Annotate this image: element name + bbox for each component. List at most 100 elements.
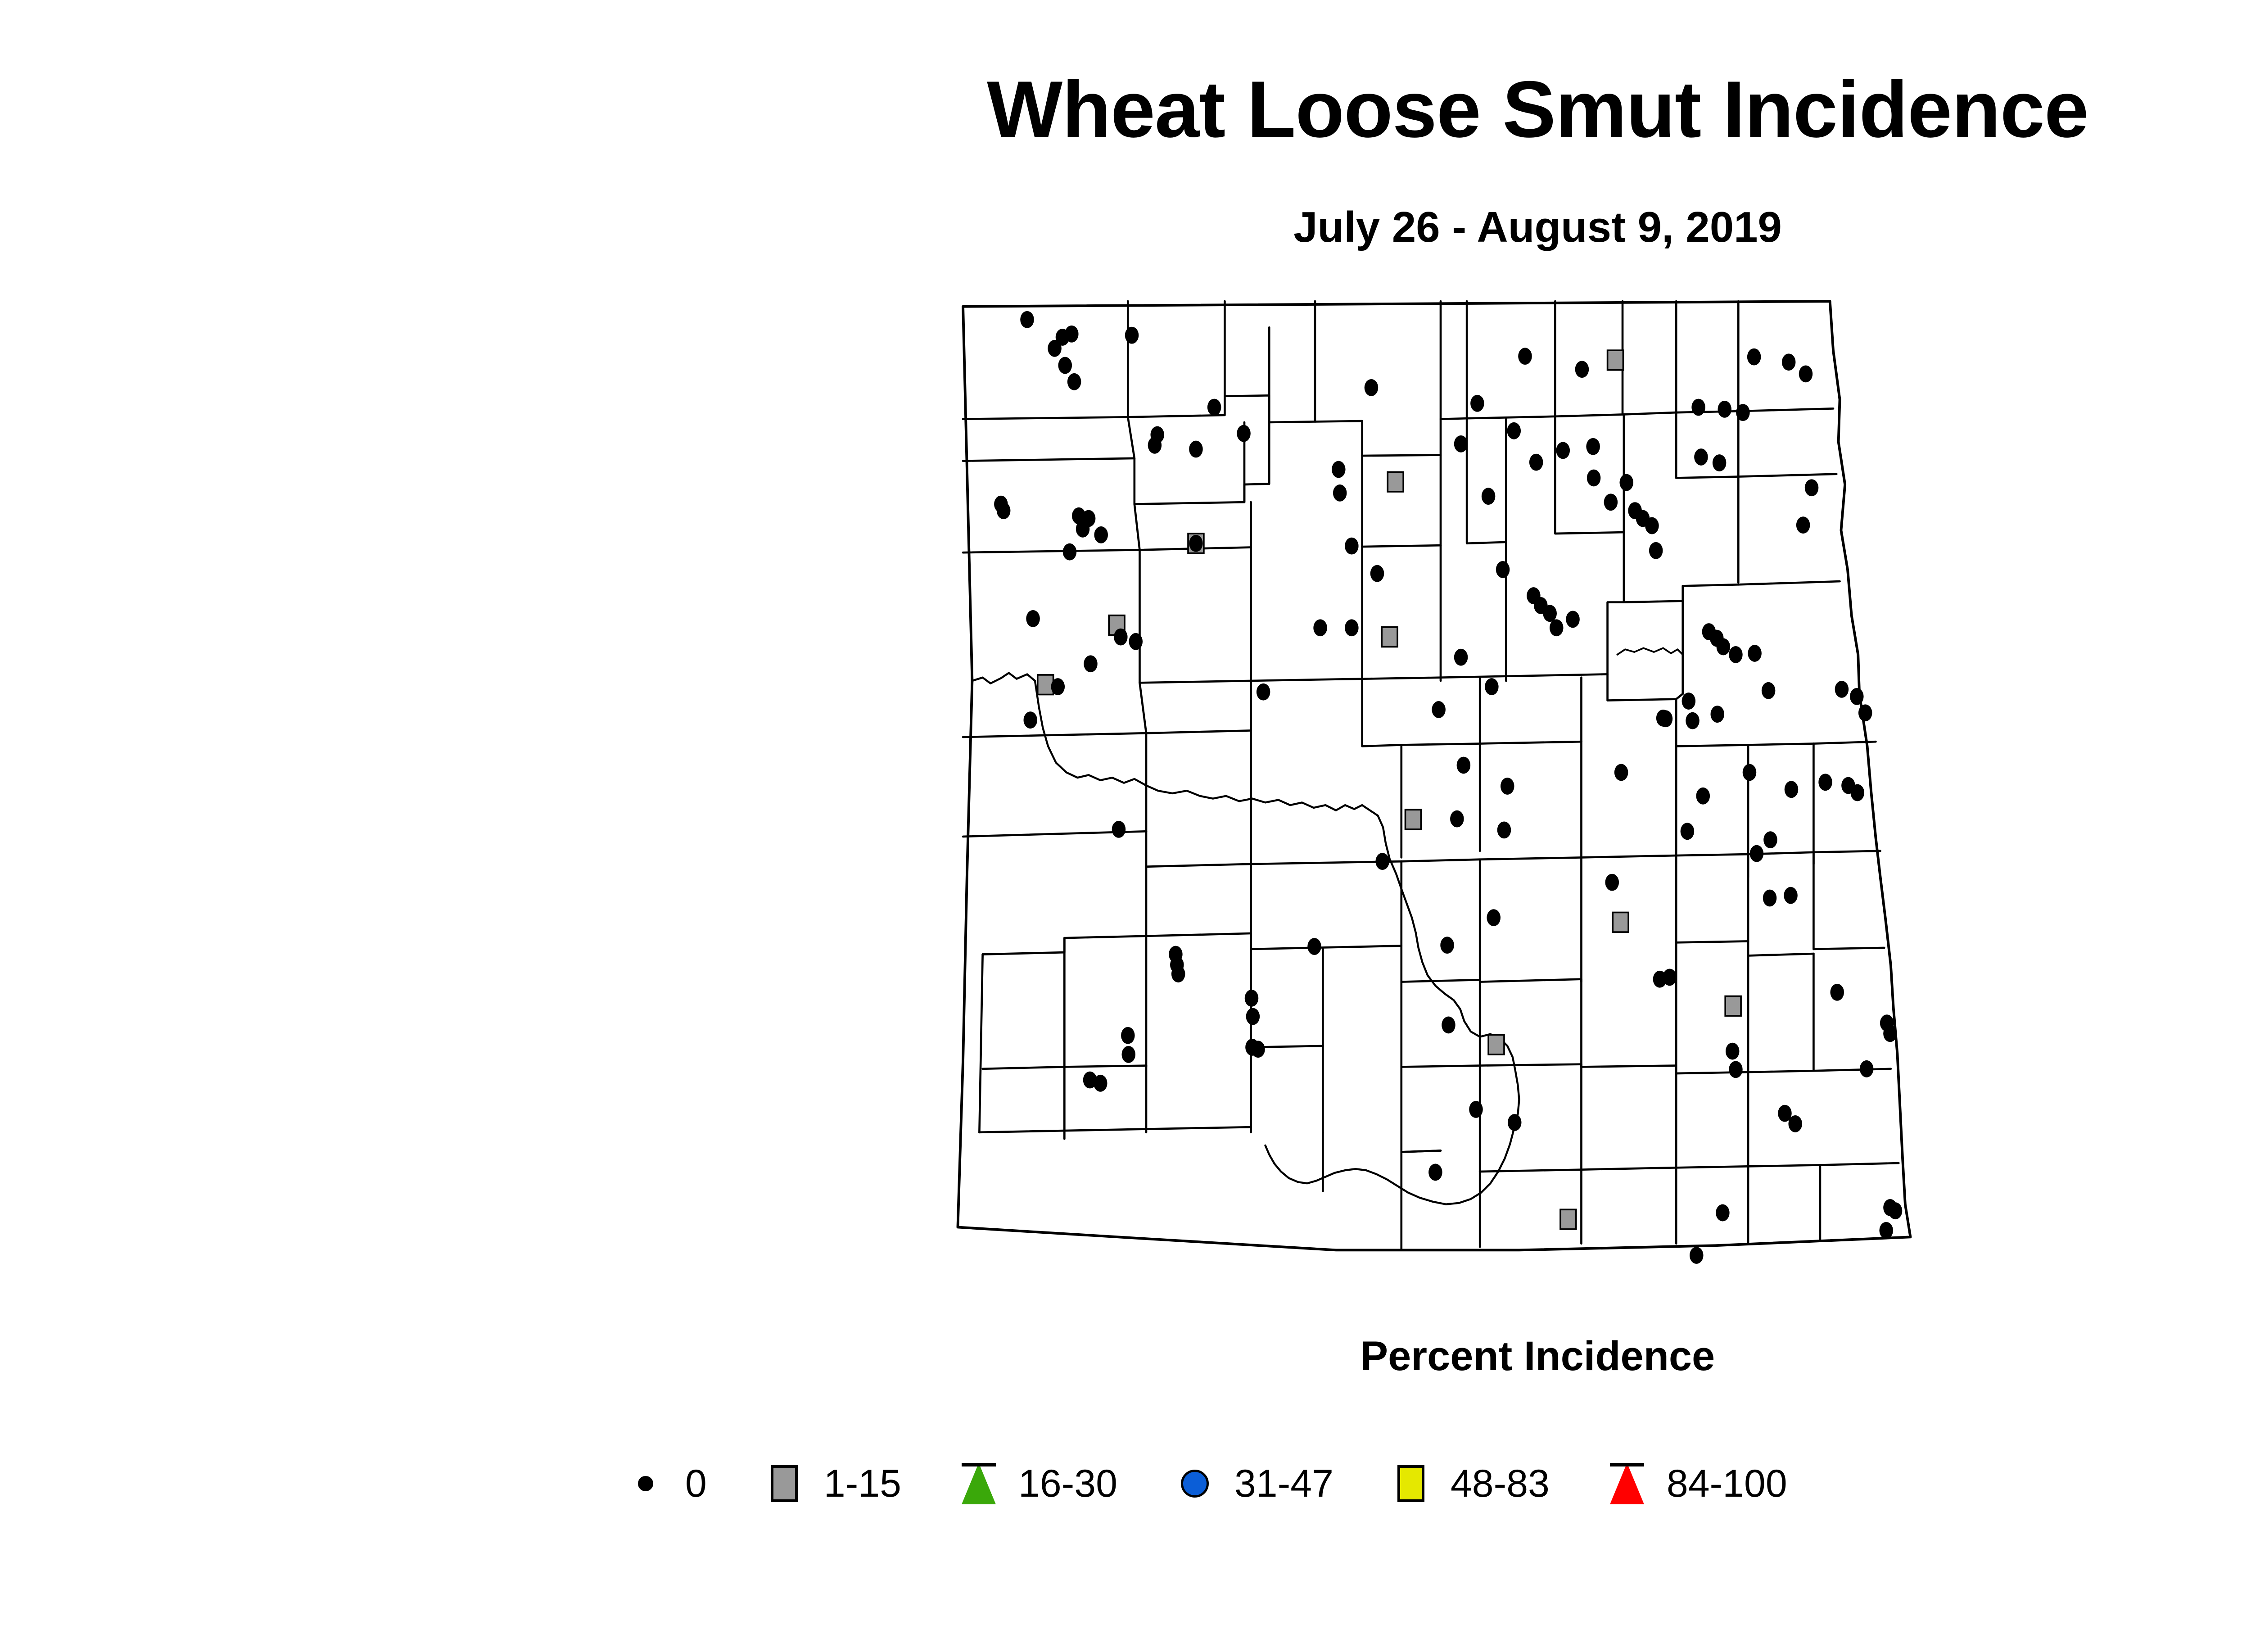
map-point-zero [1763,889,1777,907]
map-point-1-15 [1612,911,1629,933]
legend-dot-icon [621,1476,670,1491]
map-point-zero [1619,474,1634,491]
map-point-zero [1529,453,1543,471]
map-point-zero [1189,440,1203,458]
map-point-zero [1604,493,1618,511]
legend-symbol [1609,1463,1644,1504]
legend-item-label: 31-47 [1234,1462,1333,1505]
legend-item-0: 0 [621,1462,707,1506]
map-point-zero [1649,542,1663,559]
map-point-zero [1850,688,1864,705]
map-point-zero [1454,435,1468,453]
map-point-zero [1333,484,1347,502]
map-point-1-15 [1036,674,1054,696]
map-point-zero [1518,348,1532,365]
map-point-zero [1788,1115,1802,1132]
map-point-zero [1244,989,1259,1007]
map-point-zero [1496,561,1510,578]
map-point-zero [1761,682,1776,699]
map-point-zero [1256,683,1270,701]
map-point-zero [1859,1060,1874,1077]
map-point-zero [1246,1008,1260,1025]
map-point-zero [1614,764,1628,781]
map-point-zero [1171,965,1185,982]
map-point-zero [1543,605,1557,622]
map-point-zero [1712,454,1727,471]
map-point-zero [1067,373,1081,390]
map-point-zero [1456,756,1471,774]
map-point-zero [1500,778,1514,795]
legend-symbol [770,1465,798,1502]
map-point-zero [1888,1202,1903,1220]
map-point-zero [1645,517,1659,534]
map-point-zero [1804,479,1819,497]
legend-item-16-30: 16-30 [954,1462,1117,1506]
missouri-river [971,672,1520,1205]
legend-title: Percent Incidence [1360,1333,1715,1379]
map-point-zero [1716,1204,1730,1222]
title-block: Wheat Loose Smut Incidence [0,64,2251,154]
map-point-zero [1778,1104,1792,1122]
map-point-zero [1729,1061,1743,1078]
map-svg [956,300,1912,1264]
map-point-zero [1796,516,1810,534]
map-point-zero [1691,398,1705,416]
page-title: Wheat Loose Smut Incidence [987,64,2089,154]
map-point-zero [1487,909,1501,926]
map-point-zero [1076,520,1090,538]
map-point-zero [1454,648,1468,666]
map-point-zero [1237,425,1251,442]
map-point-zero [1313,619,1327,637]
map-point-zero [1689,1247,1704,1264]
map-point-zero [1442,1016,1455,1034]
map-point-zero [1048,339,1062,357]
map-point-zero [1694,448,1708,466]
map-point-zero [1729,646,1743,663]
map-point-zero [1129,633,1143,650]
map-point-zero [1251,1041,1265,1058]
map-point-1-15 [1487,1034,1505,1055]
map-point-zero [1710,706,1725,723]
map-point-zero [1094,1074,1107,1092]
map-point-zero [1784,781,1799,798]
legend-symbol [638,1476,653,1491]
map-point-zero [1307,938,1321,955]
map-point-zero [1686,712,1700,729]
map-point-zero [1763,831,1777,849]
map-point-1-15 [1387,471,1404,493]
state-outline [956,300,1912,1252]
map-point-zero [1470,394,1484,412]
map-point-zero [1026,610,1040,627]
map-point-zero [1507,422,1521,439]
map-point-zero [1818,774,1832,791]
legend-triangle-icon [954,1463,1003,1504]
map-point-zero [1742,764,1757,781]
map-point-zero [1125,326,1139,344]
legend-circle-icon [1171,1470,1219,1498]
map-point-zero [1605,874,1619,891]
north-dakota-county-map [626,288,2251,1270]
legend-item-label: 0 [685,1462,707,1505]
map-point-zero [1507,1114,1522,1131]
legend-item-84-100: 84-100 [1603,1462,1787,1506]
legend-item-label: 48-83 [1450,1462,1550,1505]
map-point-zero [1375,853,1389,870]
map-point-zero [1469,1101,1483,1118]
map-point-zero [1725,1042,1740,1060]
map-point-zero [1781,353,1796,371]
map-point-zero [1681,692,1696,710]
map-point-zero [1121,1046,1136,1063]
map-point-zero [1065,325,1079,343]
map-point-zero [1450,810,1464,828]
map-point-zero [1084,655,1098,673]
map-point-zero [1207,398,1221,416]
map-point-zero [1883,1025,1897,1042]
map-point-zero [1587,469,1601,487]
map-point-zero [1083,1071,1097,1089]
legend: 0 1-15 16-30 31-47 48-83 84-100 [621,1445,2251,1522]
map-point-zero [1566,611,1580,628]
map-point-zero [1858,704,1872,722]
map-point-zero [1549,619,1564,637]
map-point-1-15 [1404,809,1422,830]
